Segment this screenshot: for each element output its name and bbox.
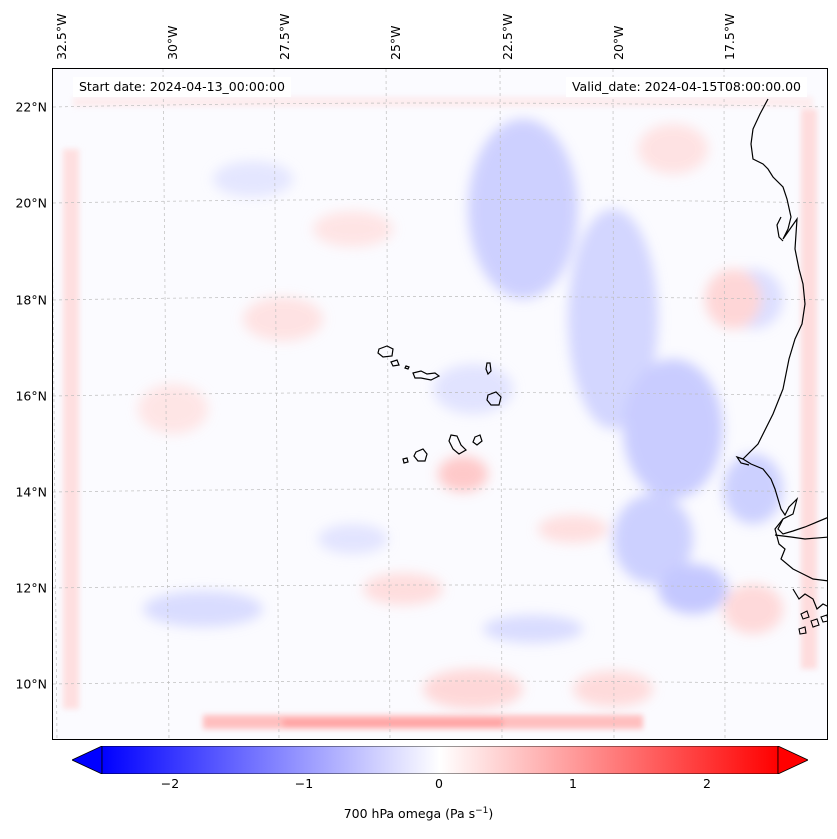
arguin-coast (776, 216, 784, 242)
lat-label-18n: 18°N (15, 292, 47, 308)
latitude-labels: 22°N 20°N 18°N 16°N 14°N 12°N 10°N (0, 0, 52, 740)
colorbar-tick: 2 (703, 776, 711, 791)
lat-label-10n: 10°N (15, 676, 47, 692)
lon-label-17.5w: 17.5°W (722, 13, 737, 60)
island-sao-nicolau (412, 370, 441, 381)
lat-label-20n: 20°N (15, 195, 47, 211)
lon-label-22.5w: 22.5°W (500, 13, 515, 60)
african-coastline (742, 98, 827, 535)
colorbar-label-close: ) (488, 806, 494, 822)
island-santa-luzia (404, 365, 410, 370)
colorbar-gradient (71, 745, 809, 775)
cap-vert-peninsula (735, 455, 750, 466)
longitude-labels: 32.5°W 30°W 27.5°W 25°W 22.5°W 20°W 17.5… (0, 0, 837, 64)
colorbar (71, 745, 809, 775)
colorbar-label-exponent: −1 (475, 806, 489, 816)
island-sal (485, 362, 492, 376)
cape-verde-islands (377, 345, 502, 464)
lat-label-22n: 22°N (15, 99, 47, 115)
valid-date-label: Valid_date: 2024-04-15T08:00:00.00 (565, 77, 807, 97)
lon-label-30w: 30°W (165, 25, 180, 60)
colorbar-tick: −2 (160, 776, 180, 791)
lon-label-27.5w: 27.5°W (277, 13, 292, 60)
bijagos-islands (798, 610, 827, 635)
gambia-river-coast (774, 534, 827, 540)
guinea-bissau-coast (792, 588, 827, 610)
island-sao-vicente (390, 359, 400, 367)
colorbar-extend-max (777, 745, 809, 775)
colorbar-extend-min (71, 745, 103, 775)
boundary-streaks (63, 97, 817, 729)
colorbar-tick: 1 (569, 776, 577, 791)
colorbar-body (101, 745, 779, 775)
lon-label-20w: 20°W (611, 25, 626, 60)
colorbar-label-text: 700 hPa omega (Pa s (343, 806, 476, 822)
colorbar-ticks: −2 −1 0 1 2 (0, 776, 837, 796)
lat-label-16n: 16°N (15, 388, 47, 404)
gridlines (53, 69, 827, 739)
senegal-river-coast (774, 518, 827, 582)
omega-field-map (53, 69, 827, 739)
island-maio (472, 434, 483, 446)
colorbar-tick: 0 (435, 776, 443, 791)
omega-anomaly-patches (138, 119, 783, 709)
start-date-label: Start date: 2024-04-13_00:00:00 (73, 77, 291, 97)
colorbar-tick: −1 (294, 776, 314, 791)
map-panel: Start date: 2024-04-13_00:00:00 Valid_da… (52, 68, 828, 740)
lat-label-12n: 12°N (15, 580, 47, 596)
lon-label-25w: 25°W (388, 25, 403, 60)
lon-label-32.5w: 32.5°W (54, 13, 69, 60)
island-fogo (413, 448, 428, 462)
island-santo-antao (377, 345, 394, 358)
island-santiago (448, 434, 467, 455)
colorbar-label: 700 hPa omega (Pa s−1) (0, 806, 837, 821)
lat-label-14n: 14°N (15, 484, 47, 500)
island-boa-vista (486, 391, 502, 406)
island-brava (402, 457, 409, 464)
